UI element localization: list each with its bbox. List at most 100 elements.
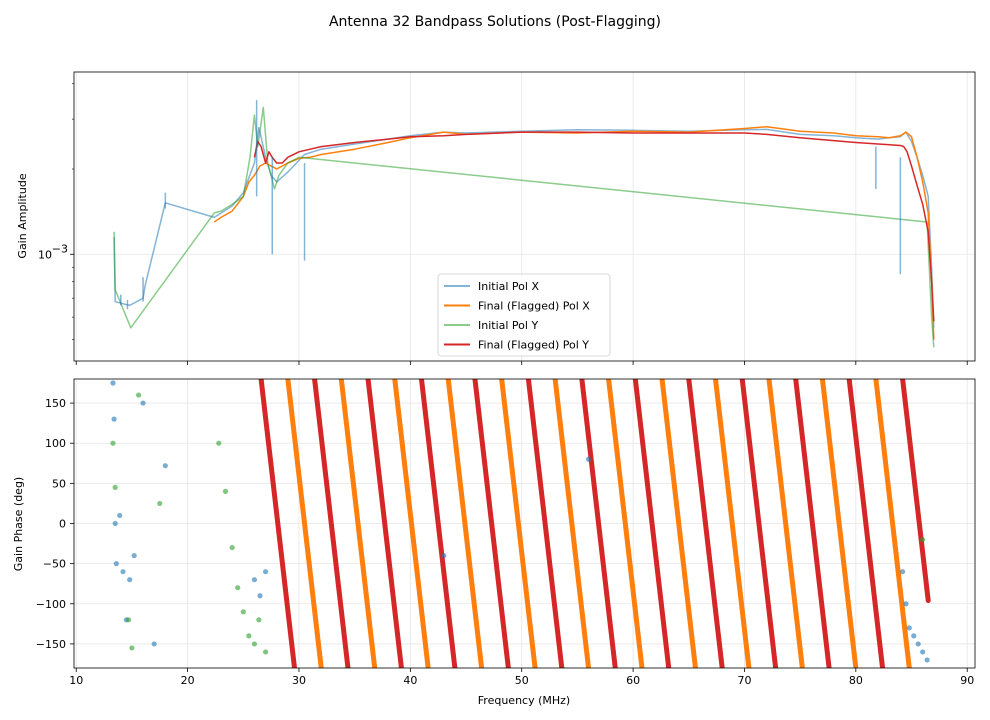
y-tick-label: −150 <box>36 638 66 651</box>
phase-point-initial_y <box>125 617 132 623</box>
phase-point-initial_x <box>151 641 157 647</box>
phase-point-initial_y <box>251 641 258 647</box>
series-line-initial_y <box>113 106 935 348</box>
phase-ylabel: Gain Phase (deg) <box>12 477 25 571</box>
phase-point-initial_x <box>262 569 269 575</box>
amplitude-lines <box>113 100 935 348</box>
phase-point-initial_x <box>900 569 906 575</box>
phase-point-initial_x <box>915 641 921 647</box>
phase-point-initial_x <box>113 561 119 567</box>
series-line-final_y <box>253 131 935 322</box>
phase-ramp-final_x <box>713 379 752 668</box>
phase-point-initial_y <box>246 633 252 639</box>
phase-point-initial_x <box>120 569 126 575</box>
amplitude-ylabel: Gain Amplitude <box>16 173 29 258</box>
amplitude-grid <box>74 72 975 361</box>
x-tick-label: 90 <box>960 674 974 687</box>
phase-ramp-final_x <box>285 379 324 668</box>
phase-ramp-final_y <box>686 379 725 668</box>
phase-ramp-final_y <box>472 379 511 668</box>
legend-label-initial_x: Initial Pol X <box>478 280 539 293</box>
phase-point-initial_x <box>112 520 118 527</box>
phase-point-initial_x <box>903 601 909 607</box>
chart-title: Antenna 32 Bandpass Solutions (Post-Flag… <box>329 14 661 30</box>
phase-point-initial_x <box>117 512 123 519</box>
phase-ramp-final_x <box>445 379 485 668</box>
x-tick-label: 10 <box>69 674 83 687</box>
amplitude-frame <box>73 71 976 362</box>
phase-point-initial_y <box>262 649 269 655</box>
legend-label-final_x: Final (Flagged) Pol X <box>478 300 590 313</box>
phase-point-initial_y <box>112 484 118 490</box>
x-tick-label: 40 <box>403 674 417 687</box>
phase-point-initial_y <box>135 392 142 398</box>
phase-point-initial_x <box>585 456 592 462</box>
legend: Initial Pol X Final (Flagged) Pol X Initia… <box>437 273 611 357</box>
phase-point-initial_x <box>911 633 917 639</box>
y-tick-label: 50 <box>52 477 66 490</box>
phase-point-initial_x <box>111 416 117 422</box>
phase-point-initial_x <box>162 463 168 469</box>
phase-ramp-final_x <box>873 379 912 668</box>
phase-ramp-final_y <box>312 379 351 668</box>
y-tick-label: 0 <box>59 518 66 531</box>
x-tick-label: 80 <box>849 674 863 687</box>
phase-ramp-final_y <box>258 379 298 668</box>
phase-series <box>110 379 931 668</box>
phase-ramp-final_y <box>632 379 672 668</box>
amplitude-ticks: 10 −3 <box>38 83 968 365</box>
phase-ramp-final_y <box>418 379 458 668</box>
phase-ramp-final_y <box>900 379 931 604</box>
phase-panel: 10 20 30 40 50 60 70 80 90 −150 −100 −50 0 50 100 150 G… <box>12 378 976 707</box>
legend-label-final_y: Final (Flagged) Pol Y <box>478 339 589 352</box>
x-tick-label: 70 <box>737 674 751 687</box>
y-tick-label: 10 <box>38 248 52 261</box>
phase-points <box>110 379 931 668</box>
y-tick-label: −100 <box>36 598 66 611</box>
phase-point-initial_x <box>131 553 137 559</box>
phase-ramp-final_x <box>659 379 698 668</box>
y-tick-label: 100 <box>45 437 66 450</box>
phase-ramp-final_x <box>819 379 859 668</box>
y-tick-exponent: −3 <box>52 242 68 255</box>
phase-ramp-final_x <box>499 379 538 668</box>
phase-point-initial_y <box>216 440 222 446</box>
phase-ramp-final_x <box>606 379 645 668</box>
phase-point-initial_y <box>229 544 235 551</box>
phase-ramp-final_y <box>739 379 779 668</box>
phase-ticks: 10 20 30 40 50 60 70 80 90 −150 −100 −50 0 50 100 150 <box>36 397 974 687</box>
phase-point-initial_y <box>222 488 229 494</box>
x-tick-label: 60 <box>626 674 640 687</box>
legend-box <box>437 273 611 357</box>
phase-ramp-final_x <box>552 379 592 668</box>
x-axis-label: Frequency (MHz) <box>478 694 570 707</box>
phase-point-initial_y <box>110 440 116 446</box>
x-tick-label: 50 <box>515 674 529 687</box>
phase-ramp-final_x <box>392 379 431 668</box>
phase-ramp-final_y <box>846 379 886 668</box>
phase-point-initial_y <box>256 617 262 623</box>
phase-point-initial_y <box>235 585 241 591</box>
phase-ramp-final_x <box>338 379 378 668</box>
phase-ramp-final_y <box>525 379 565 668</box>
phase-ramp-final_y <box>579 379 618 668</box>
phase-point-initial_x <box>140 400 146 406</box>
phase-point-initial_x <box>906 625 912 631</box>
phase-point-initial_x <box>920 649 926 655</box>
phase-ramp-final_y <box>793 379 832 668</box>
x-tick-label: 30 <box>292 674 306 687</box>
phase-point-initial_x <box>110 380 116 386</box>
phase-point-initial_y <box>240 609 246 615</box>
amplitude-panel: 10 −3 Gain Amplitude Initial Pol X Final (… <box>16 71 976 365</box>
phase-point-initial_x <box>924 657 930 663</box>
phase-point-initial_x <box>257 593 263 599</box>
phase-point-initial_y <box>129 645 135 651</box>
phase-point-initial_x <box>441 553 447 559</box>
x-tick-label: 20 <box>181 674 195 687</box>
phase-point-initial_x <box>251 577 258 583</box>
phase-ramp-final_x <box>766 379 805 668</box>
phase-point-initial_x <box>127 577 133 583</box>
legend-label-initial_y: Initial Pol Y <box>478 319 538 332</box>
y-tick-label: −50 <box>43 558 66 571</box>
